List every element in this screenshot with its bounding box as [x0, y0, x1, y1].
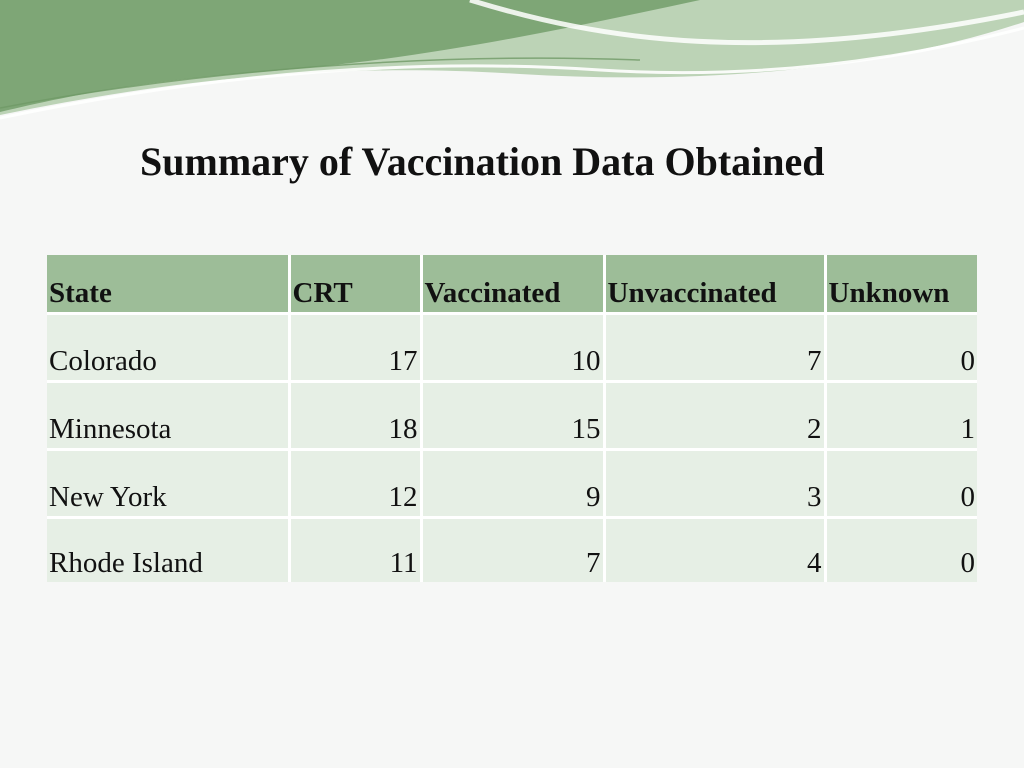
- cell-state: New York: [47, 449, 291, 519]
- cell-crt: 18: [289, 381, 423, 451]
- cell-state: Colorado: [47, 313, 291, 383]
- banner-thin-line: [0, 57, 641, 109]
- cell-unknown: 1: [825, 381, 977, 451]
- table-header-row: State CRT Vaccinated Unvaccinated Unknow…: [47, 255, 977, 315]
- table-row: New York 12 9 3 0: [47, 449, 977, 519]
- cell-vaccinated: 15: [421, 381, 606, 451]
- cell-unvaccinated: 2: [604, 381, 827, 451]
- header-vaccinated: Vaccinated: [421, 255, 606, 315]
- header-unknown: Unknown: [825, 255, 977, 315]
- banner-dark-wave: [0, 0, 700, 112]
- slide-title: Summary of Vaccination Data Obtained: [140, 139, 825, 184]
- cell-crt: 11: [289, 517, 423, 582]
- banner-lower-curve: [0, 26, 1024, 120]
- cell-state: Rhode Island: [47, 517, 291, 582]
- vaccination-table: State CRT Vaccinated Unvaccinated Unknow…: [47, 255, 977, 582]
- table-row: Minnesota 18 15 2 1: [47, 381, 977, 451]
- cell-unvaccinated: 7: [604, 313, 827, 383]
- decorative-banner: [0, 0, 1024, 120]
- cell-unvaccinated: 3: [604, 449, 827, 519]
- cell-unknown: 0: [825, 449, 977, 519]
- cell-vaccinated: 9: [421, 449, 606, 519]
- cell-state: Minnesota: [47, 381, 291, 451]
- cell-crt: 12: [289, 449, 423, 519]
- cell-crt: 17: [289, 313, 423, 383]
- cell-unknown: 0: [825, 517, 977, 582]
- cell-unvaccinated: 4: [604, 517, 827, 582]
- cell-vaccinated: 7: [421, 517, 606, 582]
- cell-vaccinated: 10: [421, 313, 606, 383]
- table-row: Rhode Island 11 7 4 0: [47, 517, 977, 582]
- cell-unknown: 0: [825, 313, 977, 383]
- header-unvaccinated: Unvaccinated: [604, 255, 827, 315]
- banner-highlight-curve: [469, 0, 1024, 46]
- header-crt: CRT: [289, 255, 423, 315]
- header-state: State: [47, 255, 291, 315]
- table-row: Colorado 17 10 7 0: [47, 313, 977, 383]
